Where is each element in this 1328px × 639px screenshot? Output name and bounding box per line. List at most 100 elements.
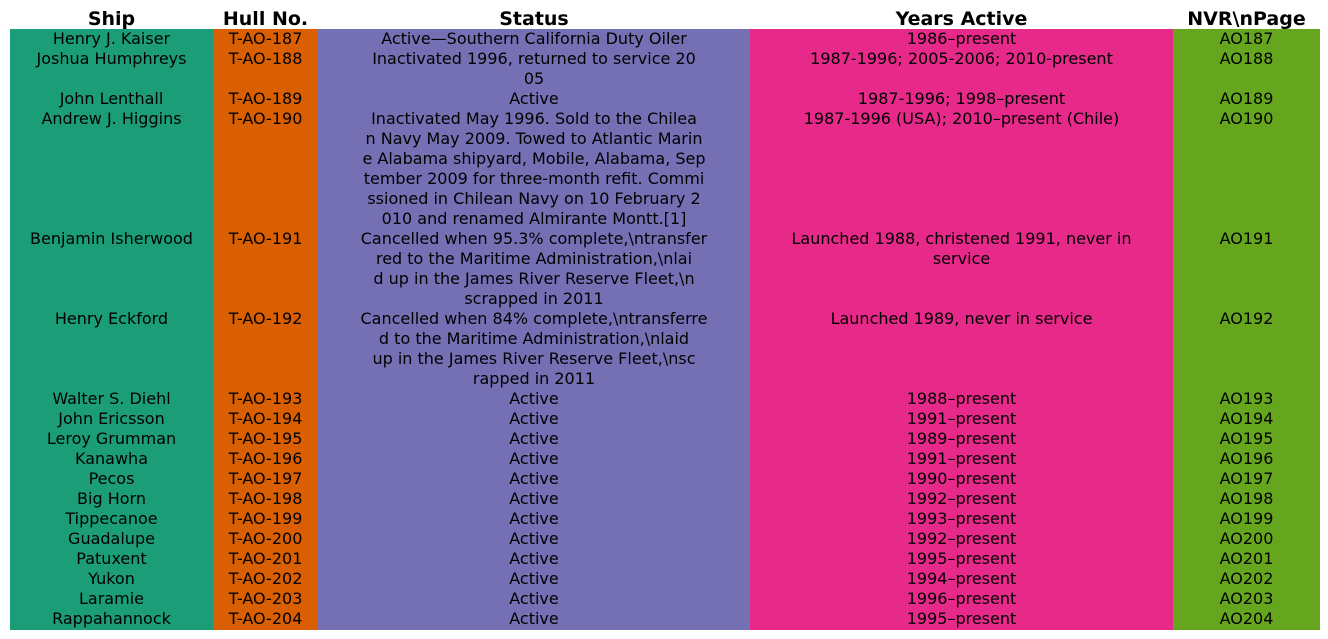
cell-years-active: 1992–present <box>906 489 1017 508</box>
cell-status: Active <box>509 549 559 568</box>
cell-years-active: 1987-1996 (USA); 2010–present (Chile) <box>803 109 1120 128</box>
cell-status: Active <box>509 389 559 408</box>
cell-years-active: 1987-1996; 1998–present <box>857 89 1066 108</box>
cell-hull-no: T-AO-188 <box>228 49 303 68</box>
table-row: Guadalupe T-AO-200 Active 1992–present AO200 <box>0 529 1328 549</box>
header-status: Status <box>499 8 569 30</box>
cell-years-active: Launched 1989, never in service <box>830 309 1093 328</box>
column-band-hull <box>213 29 318 630</box>
cell-years-active: 1993–present <box>906 509 1017 528</box>
cell-hull-no: T-AO-202 <box>228 569 303 588</box>
cell-nvr-page: AO194 <box>1219 409 1274 428</box>
cell-years-active: 1987-1996; 2005-2006; 2010-present <box>810 49 1113 68</box>
cell-nvr-page: AO190 <box>1219 109 1274 128</box>
cell-status: Active <box>509 469 559 488</box>
cell-ship: Leroy Grumman <box>46 429 177 448</box>
cell-nvr-page: AO198 <box>1219 489 1274 508</box>
cell-nvr-page: AO203 <box>1219 589 1274 608</box>
cell-nvr-page: AO188 <box>1219 49 1274 68</box>
cell-ship: Big Horn <box>77 489 146 508</box>
cell-nvr-page: AO200 <box>1219 529 1274 548</box>
cell-years-active: 1989–present <box>906 429 1017 448</box>
table-row: Rappahannock T-AO-204 Active 1995–present AO… <box>0 609 1328 629</box>
cell-years-active: 1990–present <box>906 469 1017 488</box>
cell-ship: Tippecanoe <box>65 509 158 528</box>
cell-ship: John Ericsson <box>58 409 165 428</box>
cell-ship: Patuxent <box>76 549 147 568</box>
table-row: Big Horn T-AO-198 Active 1992–present AO198 <box>0 489 1328 509</box>
cell-status: Active <box>509 509 559 528</box>
cell-ship: Henry J. Kaiser <box>52 29 171 48</box>
cell-hull-no: T-AO-199 <box>228 509 303 528</box>
cell-status: Active <box>509 609 559 628</box>
cell-status: Active <box>509 589 559 608</box>
cell-hull-no: T-AO-187 <box>228 29 303 48</box>
cell-years-active: 1995–present <box>906 609 1017 628</box>
cell-status: Cancelled when 95.3% complete,\ntransfer… <box>360 229 708 308</box>
cell-ship: Andrew J. Higgins <box>41 109 182 128</box>
cell-ship: Kanawha <box>75 449 148 468</box>
cell-hull-no: T-AO-197 <box>228 469 303 488</box>
cell-ship: Joshua Humphreys <box>36 49 187 68</box>
table-row: John Lenthall T-AO-189 Active 1987-1996; 19… <box>0 89 1328 109</box>
cell-ship: Laramie <box>79 589 144 608</box>
cell-hull-no: T-AO-194 <box>228 409 303 428</box>
table-row: Yukon T-AO-202 Active 1994–present AO202 <box>0 569 1328 589</box>
cell-status: Active <box>509 409 559 428</box>
cell-ship: John Lenthall <box>59 89 164 108</box>
cell-years-active: 1986–present <box>906 29 1017 48</box>
cell-nvr-page: AO191 <box>1219 229 1274 248</box>
cell-hull-no: T-AO-201 <box>228 549 303 568</box>
cell-ship: Henry Eckford <box>54 309 169 328</box>
cell-hull-no: T-AO-193 <box>228 389 303 408</box>
cell-hull-no: T-AO-204 <box>228 609 303 628</box>
cell-years-active: Launched 1988, christened 1991, never in… <box>791 229 1132 268</box>
cell-status: Active <box>509 429 559 448</box>
cell-nvr-page: AO193 <box>1219 389 1274 408</box>
table-row: Patuxent T-AO-201 Active 1995–present AO201 <box>0 549 1328 569</box>
table-row: Joshua Humphreys T-AO-188 Inactivated 1996… <box>0 49 1328 89</box>
cell-hull-no: T-AO-189 <box>228 89 303 108</box>
cell-status: Cancelled when 84% complete,\ntransferre… <box>360 309 708 388</box>
cell-nvr-page: AO201 <box>1219 549 1274 568</box>
cell-status: Inactivated 1996, returned to service 20… <box>372 49 696 88</box>
cell-nvr-page: AO192 <box>1219 309 1274 328</box>
cell-hull-no: T-AO-198 <box>228 489 303 508</box>
column-band-status <box>318 29 750 630</box>
cell-status: Active <box>509 569 559 588</box>
cell-nvr-page: AO204 <box>1219 609 1274 628</box>
cell-status: Active <box>509 449 559 468</box>
table-row: Laramie T-AO-203 Active 1996–present AO203 <box>0 589 1328 609</box>
table-row: John Ericsson T-AO-194 Active 1991–present A… <box>0 409 1328 429</box>
cell-status: Active <box>509 489 559 508</box>
cell-nvr-page: AO195 <box>1219 429 1274 448</box>
table-row: Benjamin Isherwood T-AO-191 Cancelled when… <box>0 229 1328 309</box>
cell-status: Active <box>509 89 559 108</box>
cell-status: Active <box>509 529 559 548</box>
cell-ship: Yukon <box>88 569 135 588</box>
table-row: Pecos T-AO-197 Active 1990–present AO197 <box>0 469 1328 489</box>
header-nvr-page: NVR\nPage <box>1187 8 1306 30</box>
column-band-years <box>750 29 1173 630</box>
table-row: Andrew J. Higgins T-AO-190 Inactivated May… <box>0 109 1328 229</box>
cell-hull-no: T-AO-191 <box>228 229 303 248</box>
cell-hull-no: T-AO-200 <box>228 529 303 548</box>
header-hull-no: Hull No. <box>222 8 309 30</box>
cell-ship: Pecos <box>88 469 135 488</box>
cell-years-active: 1994–present <box>906 569 1017 588</box>
cell-years-active: 1991–present <box>906 409 1017 428</box>
cell-hull-no: T-AO-195 <box>228 429 303 448</box>
header-years-active: Years Active <box>895 8 1028 30</box>
cell-ship: Guadalupe <box>68 529 155 548</box>
cell-ship: Walter S. Diehl <box>52 389 171 408</box>
cell-nvr-page: AO202 <box>1219 569 1274 588</box>
cell-hull-no: T-AO-196 <box>228 449 303 468</box>
header-ship: Ship <box>87 8 136 30</box>
cell-hull-no: T-AO-203 <box>228 589 303 608</box>
column-band-ship <box>10 29 213 630</box>
table-row: Henry Eckford T-AO-192 Cancelled when 84% … <box>0 309 1328 389</box>
cell-hull-no: T-AO-192 <box>228 309 303 328</box>
cell-nvr-page: AO197 <box>1219 469 1274 488</box>
cell-years-active: 1991–present <box>906 449 1017 468</box>
table-row: Tippecanoe T-AO-199 Active 1993–present AO19… <box>0 509 1328 529</box>
